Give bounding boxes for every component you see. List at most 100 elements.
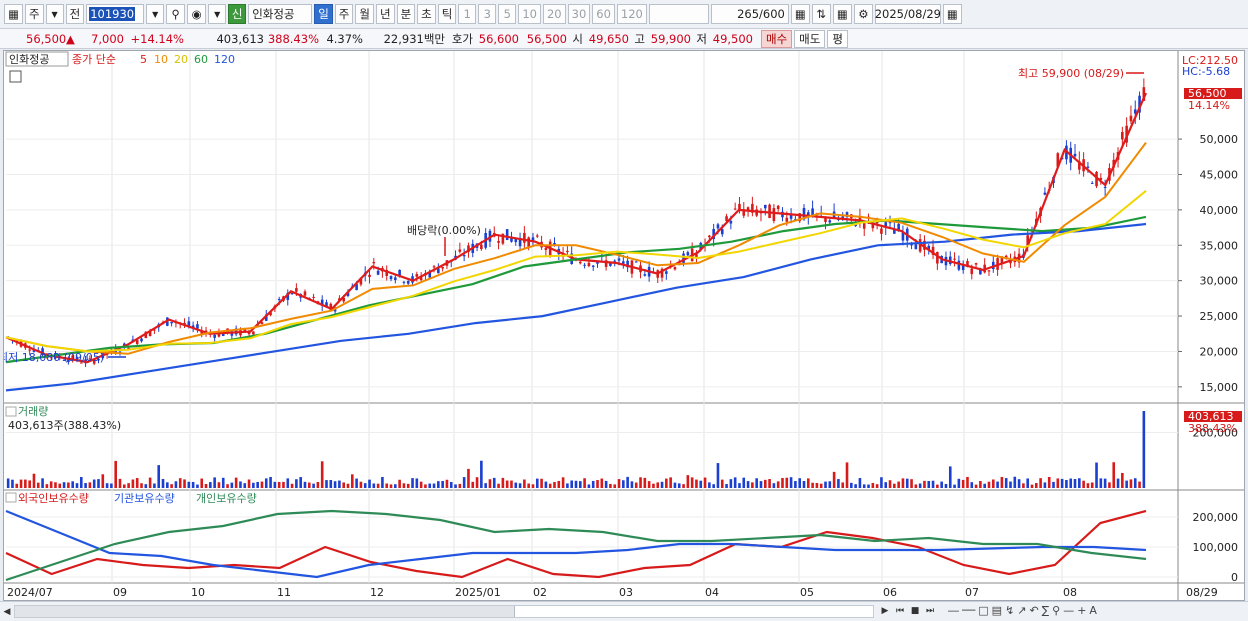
- fan-icon[interactable]: ↗: [1017, 604, 1027, 617]
- rewind-icon[interactable]: ⏮: [895, 606, 905, 616]
- prev-button[interactable]: 전: [65, 4, 85, 24]
- last-price-label: 56,500: [1188, 87, 1227, 100]
- chevron-down-icon[interactable]: ▼: [45, 4, 64, 24]
- interval-5[interactable]: 5: [498, 4, 517, 24]
- volume-bar: [738, 483, 741, 488]
- volume-bar: [213, 477, 216, 488]
- candle-body: [579, 261, 582, 264]
- bid-price-1: 56,600: [478, 31, 519, 46]
- interval-20[interactable]: 20: [542, 4, 566, 24]
- interval-120[interactable]: 120: [616, 4, 647, 24]
- arc-icon[interactable]: ↶: [1029, 604, 1039, 617]
- volume-bar: [118, 478, 122, 488]
- tab-tick[interactable]: 틱: [437, 4, 457, 24]
- fib-icon[interactable]: ▤: [991, 604, 1003, 617]
- interval-60[interactable]: 60: [592, 4, 615, 24]
- volume-bar: [1009, 481, 1012, 488]
- stock-name-field[interactable]: 인화정공: [248, 4, 313, 24]
- stop-icon[interactable]: ■: [910, 606, 920, 616]
- tab-minute[interactable]: 분: [396, 4, 416, 24]
- hline-icon[interactable]: ──: [962, 604, 976, 617]
- candle-body: [196, 324, 199, 329]
- tab-day[interactable]: 일: [314, 4, 333, 24]
- interval-3[interactable]: 3: [478, 4, 497, 24]
- chevron-down-icon[interactable]: ▼: [146, 4, 165, 24]
- x-tick-label: 2025/01: [455, 586, 501, 599]
- chart-svg[interactable]: 인화정공 종가 단순 5 10 20 60 120 최고 59,900 (08/…: [0, 51, 1244, 600]
- grid-icon[interactable]: ▦: [832, 4, 852, 24]
- compare-icon[interactable]: ⇅: [811, 4, 831, 24]
- candle-body: [514, 238, 518, 243]
- y-tick-label: 40,000: [1200, 204, 1239, 217]
- chart-settings-icon[interactable]: ▦: [790, 4, 810, 24]
- volume-bar: [751, 482, 754, 488]
- bid-price-2: 56,500: [526, 31, 567, 46]
- sell-button[interactable]: 매도: [794, 29, 826, 48]
- candle-body: [88, 358, 92, 360]
- table-toggle-icon[interactable]: [9, 70, 22, 83]
- panel-toggle-icon[interactable]: [5, 406, 17, 417]
- count-field[interactable]: 265/600: [710, 4, 789, 24]
- candle-body: [591, 265, 595, 267]
- candle-body: [1043, 192, 1047, 195]
- trendline-icon[interactable]: ―: [948, 604, 959, 617]
- date-field[interactable]: 2025/08/29: [875, 4, 941, 24]
- zoom-in-icon[interactable]: +: [1077, 604, 1087, 617]
- tab-year[interactable]: 년: [375, 4, 395, 24]
- play-icon[interactable]: ▶: [881, 606, 889, 616]
- rect-icon[interactable]: □: [978, 604, 989, 617]
- panel-toggle-icon[interactable]: [5, 492, 17, 503]
- zoom-out-icon[interactable]: —: [1063, 604, 1075, 617]
- search-icon[interactable]: ⚲: [166, 4, 186, 24]
- text-icon[interactable]: ∑: [1041, 604, 1050, 617]
- volume-bar: [811, 482, 814, 488]
- scroll-left-icon[interactable]: ◀: [3, 606, 11, 617]
- volume-bar: [579, 481, 582, 488]
- interval-combo[interactable]: [648, 4, 709, 24]
- zoom-icon[interactable]: ⚲: [1052, 604, 1061, 617]
- stock-code-input[interactable]: 101930: [86, 4, 145, 24]
- eval-button[interactable]: 평: [827, 29, 848, 48]
- chart-area[interactable]: 인화정공 종가 단순 5 10 20 60 120 최고 59,900 (08/…: [0, 50, 1245, 601]
- volume-bar: [15, 483, 19, 488]
- candle-body: [79, 362, 83, 364]
- period-type-select[interactable]: 주: [25, 4, 44, 24]
- font-size-icon[interactable]: A: [1089, 604, 1097, 617]
- gann-icon[interactable]: ↯: [1005, 604, 1015, 617]
- volume-bar: [914, 484, 918, 488]
- interval-1[interactable]: 1: [458, 4, 477, 24]
- scroll-track[interactable]: [14, 605, 874, 618]
- volume-bar: [665, 478, 668, 488]
- buy-button[interactable]: 매수: [761, 29, 793, 48]
- volume-bar: [716, 463, 720, 488]
- tab-week[interactable]: 주: [334, 4, 354, 24]
- layout-icon[interactable]: ▦: [4, 4, 23, 24]
- interval-30[interactable]: 30: [567, 4, 591, 24]
- scroll-thumb[interactable]: [15, 606, 515, 617]
- speaker-icon[interactable]: ◉: [187, 4, 207, 24]
- volume-bar: [170, 484, 173, 488]
- candle-body: [776, 205, 780, 210]
- candle-body: [884, 222, 888, 228]
- volume-bar: [622, 480, 625, 488]
- tab-month[interactable]: 월: [355, 4, 374, 24]
- volume-bar: [695, 479, 698, 488]
- y-tick-label: 200,000: [1193, 426, 1239, 439]
- volume-bar: [880, 477, 883, 488]
- volume-bar: [398, 479, 401, 488]
- candle-body: [643, 274, 647, 276]
- tab-second[interactable]: 초: [417, 4, 436, 24]
- volume-bar: [239, 481, 242, 488]
- fast-forward-icon[interactable]: ⏭: [925, 606, 935, 616]
- interval-10[interactable]: 10: [518, 4, 541, 24]
- volume-bar: [617, 479, 621, 488]
- legend-ma60: 60: [194, 53, 208, 66]
- candle-body: [437, 268, 440, 274]
- volume-bar: [1030, 484, 1034, 488]
- gear-icon[interactable]: ⚙: [853, 4, 873, 24]
- candle-body: [187, 321, 191, 327]
- volume-bar: [437, 481, 440, 488]
- calendar-icon[interactable]: ▦: [942, 4, 962, 24]
- volume-bar: [123, 484, 126, 488]
- chevron-down-icon[interactable]: ▼: [208, 4, 227, 24]
